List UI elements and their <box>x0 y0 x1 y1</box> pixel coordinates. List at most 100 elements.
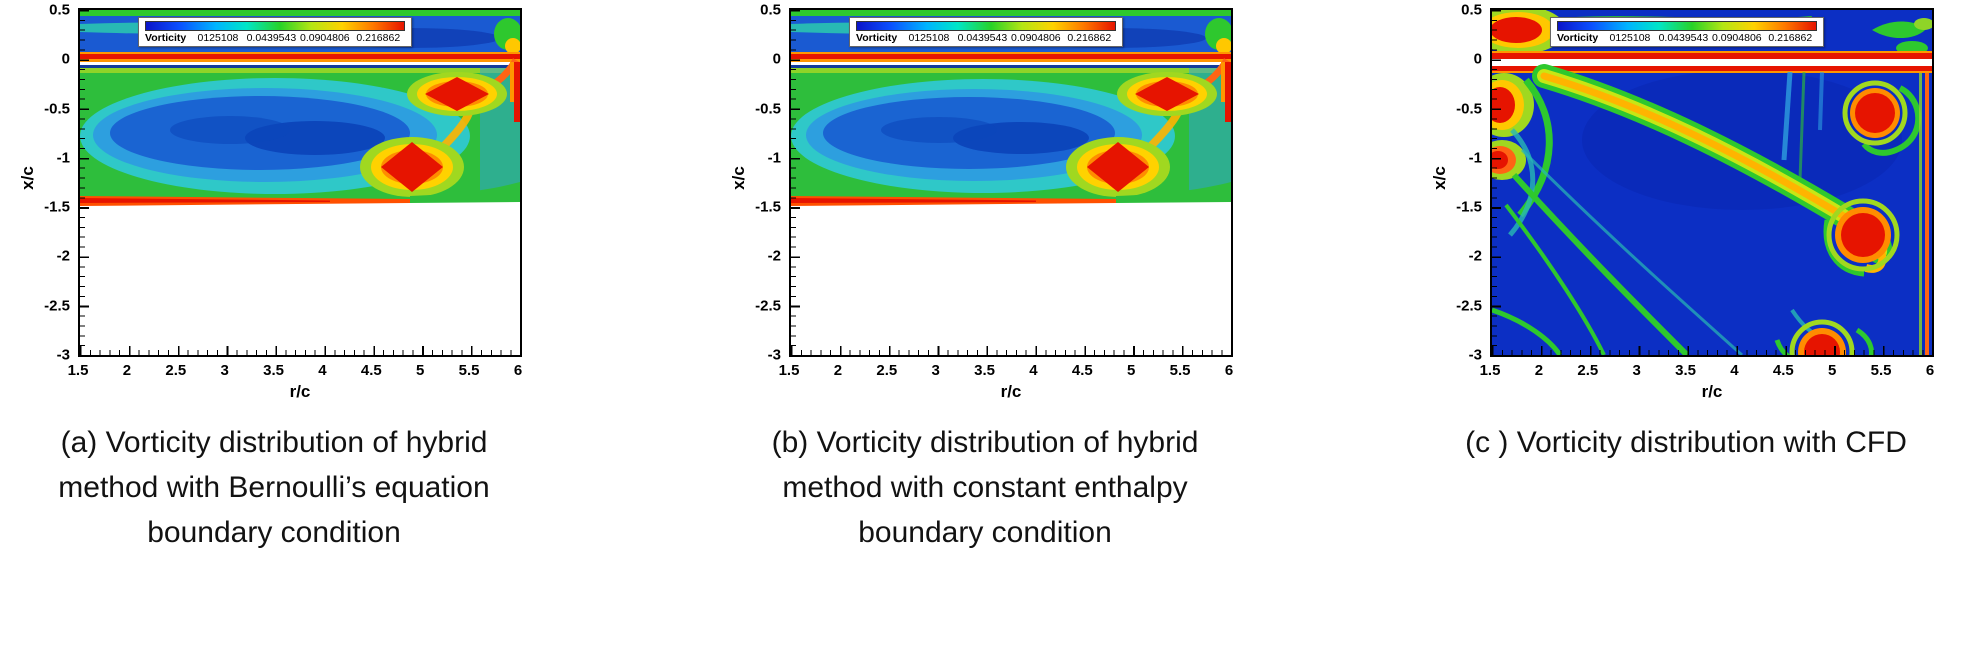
y-axis-title: x/c <box>17 166 37 190</box>
contour-field-c <box>1492 10 1932 355</box>
caption-b: (b) Vorticity distribution of hybrid met… <box>771 426 1199 549</box>
x-axis-tick-labels: 1.5 2 2.5 3 3.5 4 4.5 5 5.5 6 <box>68 360 523 380</box>
x-tick-label: 3.5 <box>974 362 996 379</box>
x-tick-label: 5 <box>416 362 425 379</box>
x-tick-label: 1.5 <box>1479 362 1501 379</box>
x-tick-label: 1.5 <box>67 362 89 379</box>
x-axis-title: r/c <box>289 382 311 401</box>
y-tick-label: 0 <box>61 50 70 68</box>
x-tick-label: 2.5 <box>876 362 898 379</box>
colorbar-value: 0.216862 <box>356 32 401 44</box>
colorbar-gradient <box>856 21 1116 31</box>
y-tick-label: -3 <box>56 346 70 364</box>
colorbar-value: 0.216862 <box>1768 32 1813 44</box>
x-tick-label: 3 <box>220 362 229 379</box>
y-tick-label: -1.5 <box>755 198 781 216</box>
colorbar-legend: Vorticity 0125108 0.0439543 0.0904806 0.… <box>849 17 1123 47</box>
x-tick-label: 1.5 <box>778 362 800 379</box>
panel-a: x/c 0.5 0 -0.5 -1 -1.5 -2 -2.5 -3 <box>14 2 534 555</box>
x-tick-label: 3.5 <box>1675 362 1697 379</box>
colorbar-value: 0.0904806 <box>300 32 350 44</box>
x-tick-label: 4.5 <box>1772 362 1794 379</box>
colorbar-value: 0.0439543 <box>1658 32 1709 44</box>
x-tick-label: 6 <box>513 362 523 379</box>
colorbar-value: 0.0439543 <box>957 32 1008 44</box>
colorbar-value: 0125108 <box>197 32 239 44</box>
y-tick-label: -1.5 <box>1456 198 1482 216</box>
figure: x/c 0.5 0 -0.5 -1 -1.5 -2 -2.5 -3 <box>14 2 1936 555</box>
colorbar-values: Vorticity 0125108 0.0439543 0.0904806 0.… <box>145 32 405 44</box>
y-tick-label: -0.5 <box>755 100 781 118</box>
colorbar-gradient <box>145 21 405 31</box>
y-tick-label: 0.5 <box>760 1 781 19</box>
y-tick-label: -2.5 <box>1456 297 1482 315</box>
x-tick-label: 5.5 <box>1870 362 1892 379</box>
colorbar-value: 0125108 <box>1609 32 1651 44</box>
x-tick-label: 2 <box>1534 362 1544 379</box>
x-tick-label: 5.5 <box>1169 362 1191 379</box>
y-axis-tick-labels: 0.5 0 -0.5 -1 -1.5 -2 -2.5 -3 <box>1448 2 1486 364</box>
colorbar-value: 0.0904806 <box>1011 32 1061 44</box>
y-tick-label: 0.5 <box>49 1 70 19</box>
x-tick-label: 2.5 <box>1577 362 1599 379</box>
x-tick-label: 6 <box>1224 362 1234 379</box>
colorbar-value: 0125108 <box>908 32 950 44</box>
y-tick-label: 0 <box>1473 50 1482 68</box>
y-axis-title: x/c <box>1429 166 1449 190</box>
plot-a: x/c 0.5 0 -0.5 -1 -1.5 -2 -2.5 -3 <box>18 2 524 406</box>
x-axis-title: r/c <box>1000 382 1022 401</box>
x-tick-label: 2.5 <box>165 362 187 379</box>
y-axis-tick-labels: 0.5 0 -0.5 -1 -1.5 -2 -2.5 -3 <box>36 2 74 364</box>
colorbar-values: Vorticity 0125108 0.0439543 0.0904806 0.… <box>1557 32 1817 44</box>
y-tick-label: -2 <box>767 247 781 265</box>
caption-c: (c ) Vorticity distribution with CFD <box>1465 426 1907 459</box>
colorbar-gradient <box>1557 21 1817 31</box>
panel-b: x/c 0.5 0 -0.5 -1 -1.5 -2 -2.5 -3 <box>725 2 1245 555</box>
y-tick-label: -2 <box>56 247 70 265</box>
y-tick-label: -0.5 <box>1456 100 1482 118</box>
y-tick-label: -3 <box>1468 346 1482 364</box>
colorbar-legend: Vorticity 0125108 0.0439543 0.0904806 0.… <box>1550 17 1824 47</box>
plot-c: x/c 0.5 0 -0.5 -1 -1.5 -2 -2.5 -3 <box>1430 2 1936 406</box>
colorbar-label: Vorticity <box>145 32 187 44</box>
contour-plot-c: Vorticity 0125108 0.0439543 0.0904806 0.… <box>1490 8 1934 357</box>
y-tick-label: -2.5 <box>44 297 70 315</box>
contour-plot-b: Vorticity 0125108 0.0439543 0.0904806 0.… <box>789 8 1233 357</box>
y-tick-label: 0.5 <box>1461 1 1482 19</box>
colorbar-legend: Vorticity 0125108 0.0439543 0.0904806 0.… <box>138 17 412 47</box>
colorbar-label: Vorticity <box>856 32 898 44</box>
colorbar-value: 0.216862 <box>1067 32 1112 44</box>
x-tick-label: 3 <box>1632 362 1641 379</box>
y-tick-label: -1 <box>56 149 70 167</box>
x-tick-label: 4 <box>1029 362 1038 379</box>
y-tick-label: 0 <box>772 50 781 68</box>
contour-plot-a: Vorticity 0125108 0.0439543 0.0904806 0.… <box>78 8 522 357</box>
y-tick-label: -2.5 <box>755 297 781 315</box>
y-tick-label: -3 <box>767 346 781 364</box>
y-axis-tick-labels: 0.5 0 -0.5 -1 -1.5 -2 -2.5 -3 <box>747 2 785 364</box>
panel-c: x/c 0.5 0 -0.5 -1 -1.5 -2 -2.5 -3 <box>1430 2 1936 555</box>
contour-field-b <box>791 10 1231 355</box>
x-tick-label: 2 <box>122 362 132 379</box>
x-tick-label: 5.5 <box>458 362 480 379</box>
x-tick-label: 5 <box>1828 362 1837 379</box>
x-axis-title: r/c <box>1701 382 1723 401</box>
colorbar-value: 0.0439543 <box>246 32 297 44</box>
x-tick-label: 4.5 <box>360 362 382 379</box>
x-tick-label: 5 <box>1127 362 1136 379</box>
x-axis-tick-labels: 1.5 2 2.5 3 3.5 4 4.5 5 5.5 6 <box>1480 360 1935 380</box>
colorbar-value: 0.0904806 <box>1712 32 1762 44</box>
colorbar-values: Vorticity 0125108 0.0439543 0.0904806 0.… <box>856 32 1116 44</box>
contour-field-a <box>80 10 520 355</box>
y-axis-title: x/c <box>728 166 748 190</box>
y-tick-label: -1.5 <box>44 198 70 216</box>
colorbar-label: Vorticity <box>1557 32 1599 44</box>
y-tick-label: -2 <box>1468 247 1482 265</box>
caption-a: (a) Vorticity distribution of hybrid met… <box>58 426 490 549</box>
x-tick-label: 4 <box>1730 362 1739 379</box>
y-tick-label: -0.5 <box>44 100 70 118</box>
x-axis-tick-labels: 1.5 2 2.5 3 3.5 4 4.5 5 5.5 6 <box>779 360 1234 380</box>
x-tick-label: 4 <box>318 362 327 379</box>
x-tick-label: 6 <box>1925 362 1935 379</box>
x-tick-label: 4.5 <box>1071 362 1093 379</box>
